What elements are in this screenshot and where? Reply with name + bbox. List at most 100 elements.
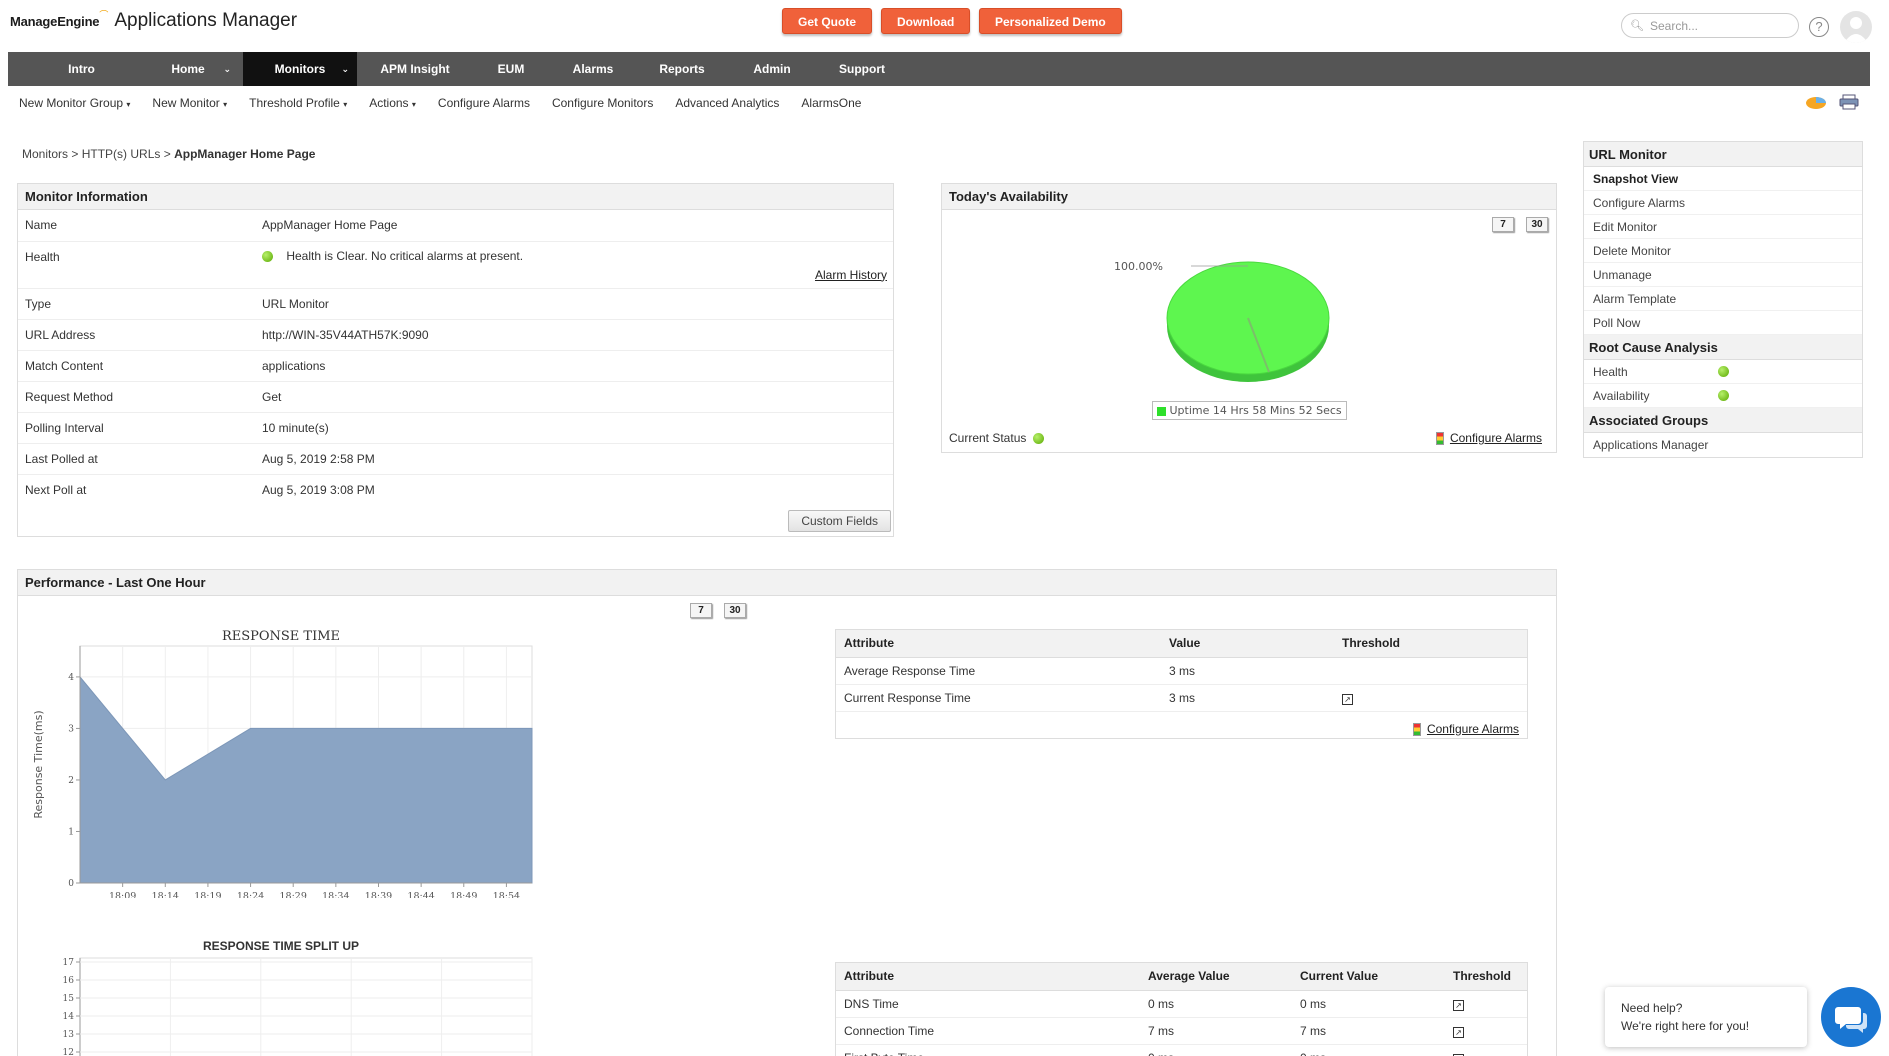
snapshot-view-link[interactable]: Snapshot View [1584,167,1862,191]
y-tick-label: 0 [68,879,74,889]
x-tick-label: 18:39 [365,891,392,898]
download-button[interactable]: Download [881,8,971,34]
configure-alarms-link[interactable]: Configure Alarms [437,96,530,110]
threshold-edit-icon[interactable]: ↗ [1453,1053,1464,1056]
alarm-template-link[interactable]: Alarm Template [1584,287,1862,311]
configure-alarms-link[interactable]: Configure Alarms [1449,431,1542,445]
current-status: Current Status [949,431,1044,445]
info-value: Aug 5, 2019 3:08 PM [262,482,375,497]
availability-status-icon [1718,390,1729,401]
panel-title: Performance - Last One Hour [18,570,1556,596]
nav-monitors[interactable]: Monitors ⌄ [243,52,357,86]
configure-monitors-link[interactable]: Configure Monitors [551,96,654,110]
period-7-label: 7 [1492,217,1514,232]
perf-period-30-button[interactable]: 30 [724,602,746,618]
chevron-down-icon: ⌄ [341,64,349,74]
legend-label: Uptime 14 Hrs 58 Mins 52 Secs [1169,404,1342,417]
print-icon[interactable] [1839,94,1859,110]
rca-availability[interactable]: Availability [1584,384,1862,408]
search-icon: 🔍︎ [1630,20,1644,32]
nav-intro[interactable]: Intro [68,62,95,76]
table-header: Attribute Average Value Current Value Th… [836,963,1527,991]
pie-legend: Uptime 14 Hrs 58 Mins 52 Secs [1152,401,1347,420]
breadcrumb-monitors[interactable]: Monitors [22,147,69,161]
chat-prompt[interactable]: Need help? We're right here for you! [1605,987,1807,1047]
perf-period-7-button[interactable]: 7 [690,602,712,618]
configure-alarms-link[interactable]: Configure Alarms [1426,721,1519,736]
nav-reports[interactable]: Reports [659,62,705,76]
new-monitor-menu[interactable]: New Monitor ▾ [141,90,238,116]
personalized-demo-button[interactable]: Personalized Demo [979,8,1122,34]
brand-swoosh-icon: ⌒ [99,10,109,20]
table-header: Attribute Value Threshold [836,630,1527,658]
panel-title: Today's Availability [942,184,1556,210]
plot-area [79,957,533,1056]
col-average: Average Value [1140,963,1292,991]
threshold-edit-icon[interactable]: ↗ [1453,1026,1464,1038]
breadcrumb-http-urls[interactable]: HTTP(s) URLs [81,147,161,161]
advanced-analytics-link[interactable]: Advanced Analytics [675,96,780,110]
period-7-button[interactable]: 7 [1492,216,1514,232]
info-row-name: Name AppManager Home Page [18,210,893,242]
nav-home[interactable]: Home [171,62,205,76]
info-row-next-poll: Next Poll at Aug 5, 2019 3:08 PM [18,474,893,505]
attr-threshold: ↗ [1445,1017,1527,1045]
help-icon[interactable]: ? [1809,17,1829,37]
custom-fields-button[interactable]: Custom Fields [788,510,891,532]
monitor-info-table: Name AppManager Home Page Health Health … [18,210,893,505]
user-avatar[interactable] [1840,11,1872,43]
attr-threshold [1334,657,1527,685]
alarm-history-link[interactable]: Alarm History [814,267,887,282]
alarmsone-link[interactable]: AlarmsOne [801,96,862,110]
threshold-edit-icon[interactable]: ↗ [1453,999,1464,1011]
nav-apm-insight[interactable]: APM Insight [380,62,450,76]
chevron-down-icon: ⌄ [223,64,231,74]
threshold-edit-icon[interactable]: ↗ [1342,693,1353,705]
associated-groups-heading: Associated Groups [1584,408,1862,433]
actions-menu[interactable]: Actions ▾ [358,90,427,116]
subnav-tools [1805,94,1859,110]
info-label: Last Polled at [18,443,255,475]
response-attr-table-wrap: Attribute Value Threshold Average Respon… [835,629,1528,739]
x-tick-label: 18:24 [237,891,264,898]
brand-logo[interactable]: ManageEngine ⌒ Applications Manager [10,10,297,32]
period-30-button[interactable]: 30 [1526,216,1548,232]
chat-launcher-button[interactable] [1821,987,1881,1047]
breadcrumb: Monitors > HTTP(s) URLs > AppManager Hom… [22,147,315,161]
y-tick-label: 14 [63,1012,75,1022]
configure-alarms-action[interactable]: Configure Alarms [1435,431,1542,446]
response-time-chart: RESPONSE TIME 0 1 2 3 4 18:09 18:14 18:19 18:24 18… [32,629,533,898]
report-chart-icon[interactable] [1805,94,1827,110]
info-value: 10 minute(s) [255,412,893,444]
search-input[interactable]: 🔍︎ Search... [1621,13,1799,38]
response-attr-table: Attribute Value Threshold Average Respon… [836,630,1527,712]
nav-support[interactable]: Support [839,62,885,76]
attr-threshold: ↗ [1445,990,1527,1018]
nav-eum[interactable]: EUM [497,62,525,76]
chat-icon [1835,1007,1867,1033]
caret-down-icon: ▾ [343,100,348,109]
url-monitor-heading: URL Monitor [1584,142,1862,167]
nav-admin[interactable]: Admin [753,62,791,76]
availability-pie-chart: 100.00% [1114,260,1330,382]
unmanage-link[interactable]: Unmanage [1584,263,1862,287]
delete-monitor-link[interactable]: Delete Monitor [1584,239,1862,263]
breadcrumb-separator: > [163,147,171,161]
edit-monitor-link[interactable]: Edit Monitor [1584,215,1862,239]
get-quote-button[interactable]: Get Quote [782,8,873,34]
x-tick-label: 18:34 [322,891,349,898]
info-label: Request Method [18,381,255,413]
info-row-match-content: Match Content applications [18,350,893,382]
configure-alarms-link[interactable]: Configure Alarms [1584,191,1862,215]
poll-now-link[interactable]: Poll Now [1584,311,1862,335]
rca-heading: Root Cause Analysis [1584,335,1862,360]
group-applications-manager-link[interactable]: Applications Manager [1593,438,1709,452]
threshold-profile-menu[interactable]: Threshold Profile ▾ [238,90,358,116]
perf-configure-alarms-action[interactable]: Configure Alarms [1412,721,1519,736]
nav-alarms[interactable]: Alarms [572,62,614,76]
y-tick-label: 1 [68,827,74,837]
rca-health[interactable]: Health [1584,360,1862,384]
info-label: Health [18,241,255,289]
y-tick-label: 15 [63,994,75,1004]
new-monitor-group-menu[interactable]: New Monitor Group ▾ [8,90,141,116]
